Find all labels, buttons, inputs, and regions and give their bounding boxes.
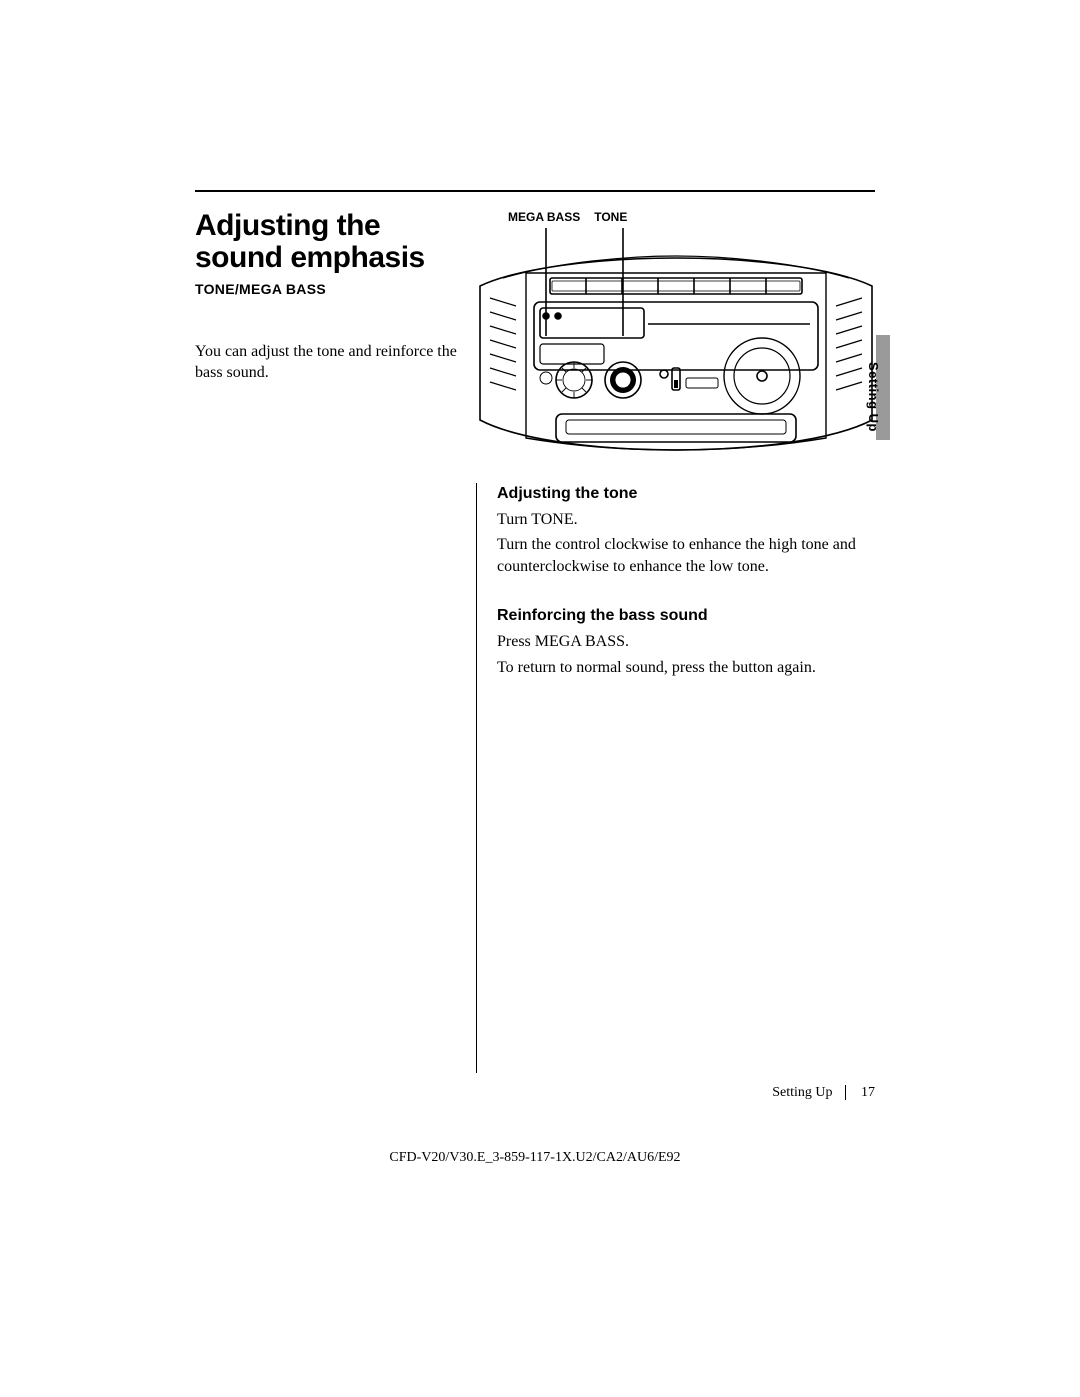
footer: Setting Up 17 <box>195 1085 875 1101</box>
callout-mega-bass: MEGA BASS <box>508 210 580 224</box>
page-subtitle: TONE/MEGA BASS <box>195 281 460 297</box>
footer-section-name: Setting Up <box>772 1085 845 1100</box>
diagram-callout-labels: MEGA BASS TONE <box>508 210 875 224</box>
para-tone-detail: Turn the control clockwise to enhance th… <box>497 534 875 577</box>
document-id: CFD-V20/V30.E_3-859-117-1X.U2/CA2/AU6/E9… <box>195 1150 875 1166</box>
title-line-1: Adjusting the <box>195 209 380 242</box>
content-row: Adjusting the tone Turn TONE. Turn the c… <box>195 483 875 1073</box>
para-press-mega-bass: Press MEGA BASS. <box>497 631 875 653</box>
heading-bass: Reinforcing the bass sound <box>497 605 875 627</box>
content-gutter <box>195 483 477 1073</box>
product-diagram <box>478 228 873 463</box>
page-title: Adjusting the sound emphasis <box>195 210 460 275</box>
footer-page-number: 17 <box>849 1085 875 1100</box>
header-row: Adjusting the sound emphasis TONE/MEGA B… <box>195 210 875 463</box>
title-line-2: sound emphasis <box>195 241 425 274</box>
para-turn-tone: Turn TONE. <box>497 509 875 531</box>
header-right-column: MEGA BASS TONE <box>478 210 875 463</box>
para-bass-detail: To return to normal sound, press the but… <box>497 657 875 679</box>
thumb-tab-label: Setting Up <box>866 362 881 432</box>
heading-adjusting-tone: Adjusting the tone <box>497 483 875 505</box>
header-left-column: Adjusting the sound emphasis TONE/MEGA B… <box>195 210 460 384</box>
intro-paragraph: You can adjust the tone and reinforce th… <box>195 341 460 384</box>
callout-tone: TONE <box>594 210 627 224</box>
page-content: Adjusting the sound emphasis TONE/MEGA B… <box>195 190 875 1073</box>
top-rule <box>195 190 875 192</box>
content-body: Adjusting the tone Turn TONE. Turn the c… <box>477 483 875 1073</box>
